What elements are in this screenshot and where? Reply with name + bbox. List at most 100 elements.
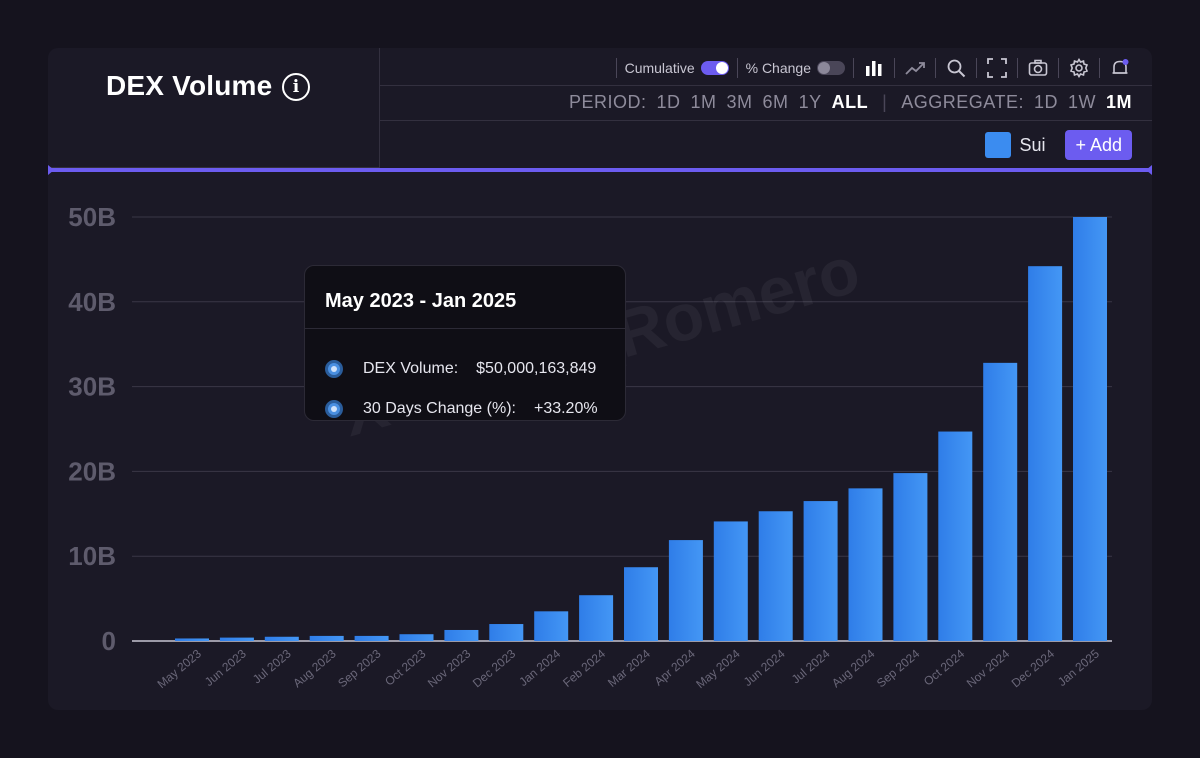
bell-icon[interactable] — [1108, 56, 1132, 80]
tooltip-row: 30 Days Change (%): +33.20% — [325, 400, 598, 418]
legend-label[interactable]: Sui — [1019, 134, 1046, 155]
separator — [853, 58, 854, 78]
gear-icon[interactable] — [1067, 56, 1091, 80]
bar[interactable] — [309, 635, 344, 641]
bar[interactable] — [219, 637, 254, 641]
camera-icon[interactable] — [1026, 56, 1050, 80]
tooltip-key: DEX Volume: — [363, 360, 459, 377]
x-tick-label: May 2023 — [155, 646, 205, 691]
bar[interactable] — [848, 488, 883, 641]
tooltip-divider — [305, 328, 625, 329]
pct-change-label: % Change — [745, 60, 811, 76]
y-tick-label: 40B — [68, 287, 116, 317]
x-tick-label: Mar 2024 — [605, 646, 653, 690]
bar[interactable] — [624, 567, 658, 641]
aggregate-option[interactable]: 1D — [1033, 92, 1058, 112]
bar[interactable] — [354, 635, 389, 641]
y-tick-label: 50B — [68, 202, 116, 232]
tooltip-value: +33.20% — [533, 400, 598, 417]
bar[interactable] — [444, 629, 479, 641]
x-tick-label: Sep 2024 — [874, 646, 923, 690]
search-icon[interactable] — [944, 56, 968, 80]
bar[interactable] — [534, 611, 569, 641]
x-tick-label: Aug 2023 — [290, 646, 339, 690]
x-tick-label: Oct 2024 — [921, 646, 968, 688]
bar[interactable] — [264, 636, 299, 641]
legend-swatch[interactable] — [985, 132, 1012, 158]
period-option-selected[interactable]: ALL — [831, 92, 869, 112]
bar[interactable] — [579, 595, 614, 641]
x-tick-label: Jul 2024 — [789, 646, 833, 686]
cumulative-label: Cumulative — [624, 60, 695, 76]
y-tick-label: 20B — [68, 456, 116, 486]
period-option[interactable]: 1M — [690, 92, 717, 112]
x-tick-label: Jul 2023 — [250, 646, 294, 686]
x-tick-label: Nov 2024 — [964, 646, 1013, 690]
cumulative-toggle-group[interactable]: Cumulative — [625, 60, 729, 76]
x-tick-label: Jun 2023 — [202, 646, 249, 689]
info-icon[interactable]: i — [282, 73, 310, 101]
cumulative-toggle[interactable] — [700, 61, 729, 75]
aggregate-option[interactable]: 1W — [1067, 92, 1096, 112]
add-series-button[interactable]: + Add — [1065, 130, 1132, 160]
aggregate-label: AGGREGATE: — [901, 92, 1024, 112]
line-chart-icon[interactable] — [903, 56, 927, 80]
x-tick-label: Jan 2025 — [1055, 646, 1102, 689]
separator: | — [882, 92, 888, 112]
x-tick-label: Dec 2024 — [1009, 646, 1058, 690]
bar-chart-icon[interactable] — [862, 56, 886, 80]
chart-range-bar[interactable] — [48, 165, 1152, 175]
series-dot-icon — [325, 400, 343, 418]
bar[interactable] — [1073, 217, 1107, 641]
separator — [736, 58, 738, 78]
separator — [615, 58, 617, 78]
period-aggregate-row: PERIOD: 1D 1M 3M 6M 1Y ALL | AGGREGATE: … — [569, 92, 1132, 113]
bar[interactable] — [1028, 266, 1063, 641]
bar[interactable] — [175, 638, 209, 641]
bar[interactable] — [803, 501, 838, 641]
legend-row: Sui + Add — [985, 130, 1132, 160]
title-cell: DEX Volume i — [48, 48, 380, 168]
y-tick-label: 0 — [102, 626, 116, 656]
bar[interactable] — [893, 473, 928, 641]
period-option[interactable]: 1D — [656, 92, 681, 112]
x-tick-label: Jun 2024 — [741, 646, 788, 689]
period-option[interactable]: 1Y — [798, 92, 822, 112]
separator — [976, 58, 977, 78]
separator — [1058, 58, 1059, 78]
bar[interactable] — [713, 521, 748, 641]
x-tick-label: Nov 2023 — [425, 646, 474, 690]
toolbar: Cumulative % Change — [608, 56, 1132, 80]
aggregate-option-selected[interactable]: 1M — [1105, 92, 1132, 112]
x-tick-label: Apr 2024 — [652, 646, 699, 688]
x-tick-label: Feb 2024 — [560, 646, 608, 690]
bar[interactable] — [489, 624, 524, 641]
series-dot-icon — [325, 360, 343, 378]
pct-change-toggle[interactable] — [817, 61, 845, 75]
separator — [1017, 58, 1018, 78]
chart-panel: DEX Volume i Cumulative % Change — [48, 48, 1152, 710]
bar[interactable] — [983, 362, 1018, 641]
separator — [935, 58, 936, 78]
y-tick-label: 10B — [68, 541, 116, 571]
fullscreen-icon[interactable] — [985, 56, 1009, 80]
bar[interactable] — [758, 511, 793, 641]
tooltip-key: 30 Days Change (%): — [363, 400, 516, 417]
bar[interactable] — [938, 431, 973, 641]
y-tick-label: 30B — [68, 372, 116, 402]
pct-change-toggle-group[interactable]: % Change — [746, 60, 845, 76]
x-tick-label: Dec 2023 — [470, 646, 519, 690]
tooltip-title: May 2023 - Jan 2025 — [325, 290, 517, 312]
separator — [1099, 58, 1100, 78]
period-option[interactable]: 6M — [762, 92, 789, 112]
tooltip-value: $50,000,163,849 — [476, 360, 597, 377]
bar[interactable] — [399, 634, 434, 641]
separator — [894, 58, 895, 78]
chart-tooltip: May 2023 - Jan 2025 DEX Volume: $50,000,… — [304, 265, 626, 421]
bar[interactable] — [668, 540, 703, 641]
period-option[interactable]: 3M — [726, 92, 753, 112]
x-tick-label: Aug 2024 — [829, 646, 878, 690]
period-label: PERIOD: — [568, 92, 647, 112]
page-title: DEX Volume — [106, 70, 273, 101]
